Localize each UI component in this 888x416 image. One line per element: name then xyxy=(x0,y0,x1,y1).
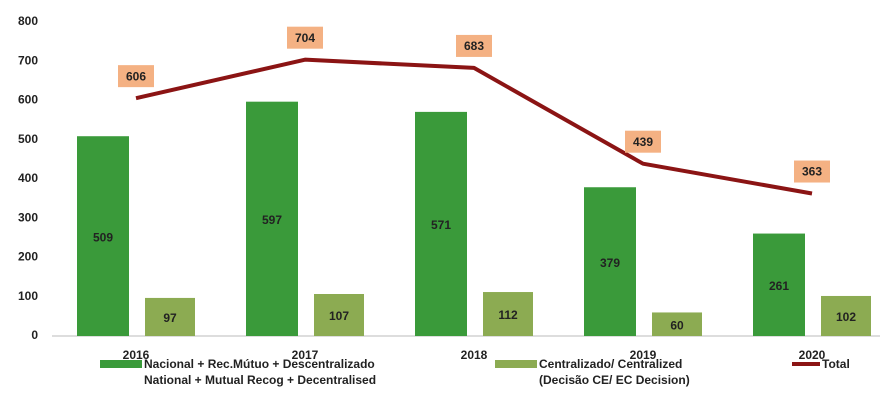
legend-label: Total xyxy=(822,357,850,371)
bar xyxy=(314,294,364,336)
label-box xyxy=(118,65,154,88)
label-box xyxy=(456,34,492,57)
bar-value-label: 571 xyxy=(431,218,451,232)
bar xyxy=(821,295,871,336)
x-tick-label: 2020 xyxy=(799,348,826,362)
line-value-label: 439 xyxy=(633,135,653,149)
y-tick-label: 300 xyxy=(18,210,38,224)
bar xyxy=(145,297,195,336)
y-tick-label: 800 xyxy=(18,14,38,28)
line-value-label: 363 xyxy=(802,165,822,179)
x-tick-label: 2018 xyxy=(461,348,488,362)
y-tick-label: 600 xyxy=(18,93,38,107)
line-value-label: 606 xyxy=(126,69,146,83)
y-tick-label: 700 xyxy=(18,53,38,67)
bar xyxy=(77,136,129,336)
y-tick-label: 500 xyxy=(18,132,38,146)
y-tick-label: 0 xyxy=(31,328,38,342)
bar xyxy=(652,312,702,336)
bar xyxy=(415,111,467,336)
y-tick-label: 200 xyxy=(18,250,38,264)
label-box xyxy=(287,26,323,49)
legend-swatch xyxy=(495,360,537,368)
label-box xyxy=(625,130,661,153)
line-value-label: 683 xyxy=(464,39,484,53)
legend-swatch xyxy=(100,360,142,368)
x-tick-label: 2016 xyxy=(123,348,150,362)
label-box xyxy=(794,160,830,183)
bar-value-label: 112 xyxy=(498,308,518,322)
bar-value-label: 97 xyxy=(163,311,177,325)
line-value-label: 704 xyxy=(295,31,315,45)
y-tick-label: 400 xyxy=(18,171,38,185)
line xyxy=(135,57,813,196)
bar xyxy=(753,233,805,336)
bar-value-label: 261 xyxy=(769,279,789,293)
bar-value-label: 597 xyxy=(262,213,282,227)
legend-label: Nacional + Rec.Mútuo + Descentralizado N… xyxy=(144,357,377,387)
bar xyxy=(584,187,636,336)
x-tick-label: 2017 xyxy=(292,348,319,362)
x-tick-label: 2019 xyxy=(630,348,657,362)
bar xyxy=(483,292,533,336)
legend-swatch xyxy=(792,362,820,366)
y-tick-label: 100 xyxy=(18,289,38,303)
bar-value-label: 60 xyxy=(670,318,684,332)
bar-value-label: 102 xyxy=(836,310,856,324)
bar-value-label: 107 xyxy=(329,309,349,323)
bar-value-label: 379 xyxy=(600,256,620,270)
bar xyxy=(246,101,298,337)
bar-value-label: 509 xyxy=(93,230,113,244)
legend-label: Centralizado/ Centralized (Decisão CE/ E… xyxy=(539,357,690,387)
